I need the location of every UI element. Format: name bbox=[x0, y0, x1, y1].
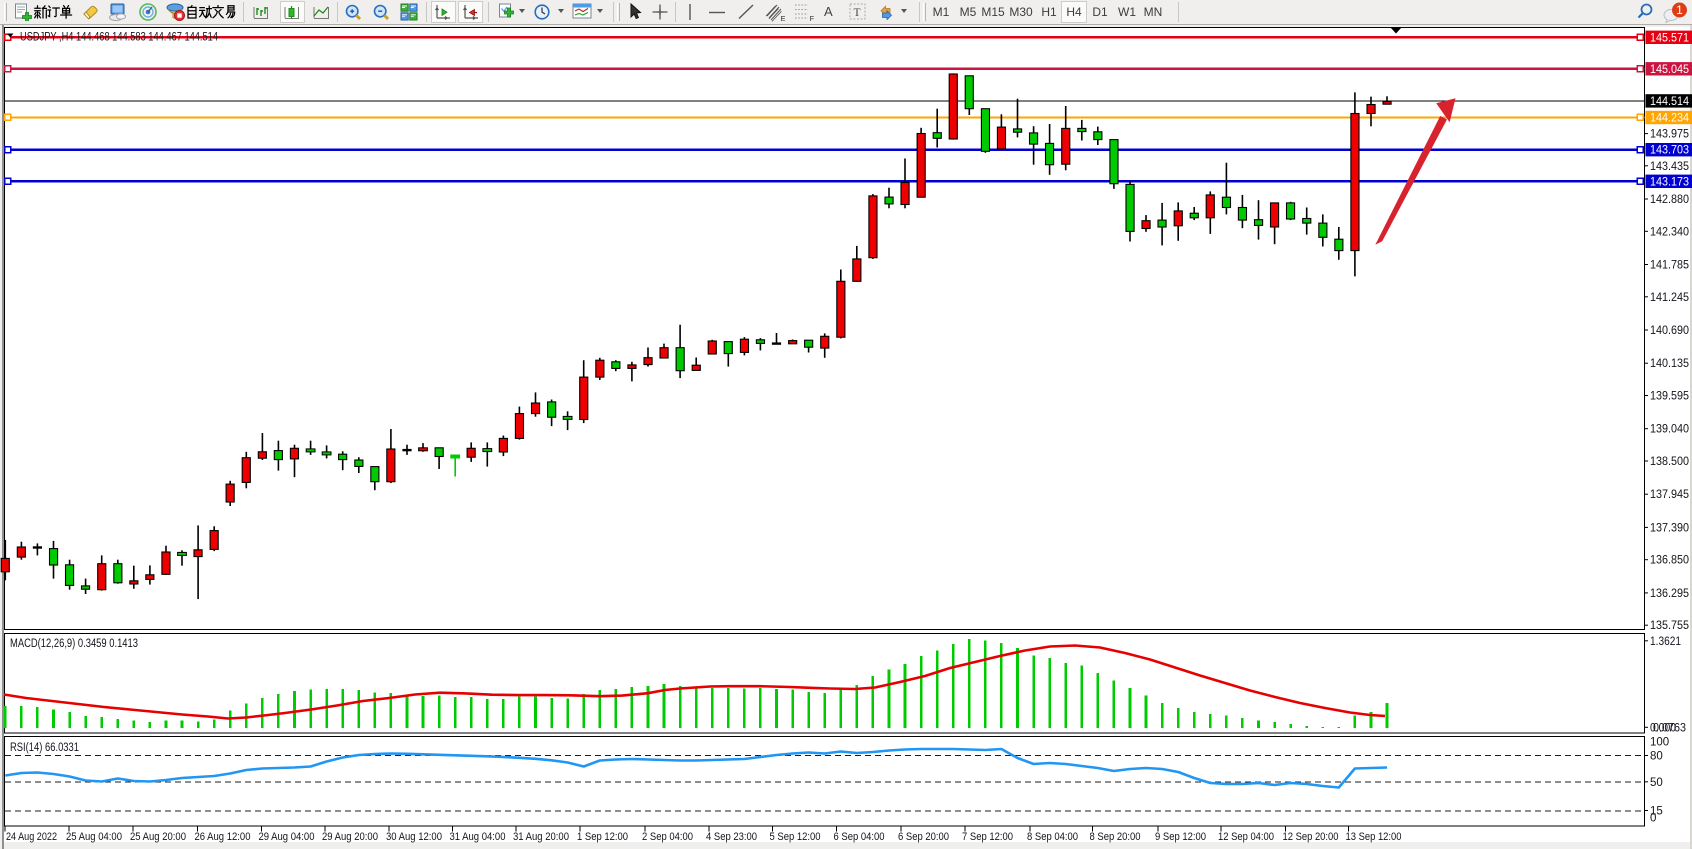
svg-text:6 Sep 20:00: 6 Sep 20:00 bbox=[898, 831, 949, 843]
svg-text:MACD(12,26,9) 0.3459 0.1413: MACD(12,26,9) 0.3459 0.1413 bbox=[10, 638, 138, 650]
svg-text:0.000: 0.000 bbox=[1650, 722, 1676, 734]
svg-text:1.3621: 1.3621 bbox=[1650, 636, 1681, 648]
svg-text:139.595: 139.595 bbox=[1650, 391, 1689, 403]
svg-text:135.755: 135.755 bbox=[1650, 620, 1689, 632]
svg-text:80: 80 bbox=[1650, 751, 1663, 763]
svg-text:31 Aug 04:00: 31 Aug 04:00 bbox=[450, 831, 506, 843]
svg-text:143.975: 143.975 bbox=[1650, 129, 1689, 141]
svg-text:13 Sep 12:00: 13 Sep 12:00 bbox=[1346, 831, 1402, 843]
svg-text:136.850: 136.850 bbox=[1650, 555, 1689, 567]
svg-text:9 Sep 12:00: 9 Sep 12:00 bbox=[1155, 831, 1206, 843]
svg-text:2 Sep 04:00: 2 Sep 04:00 bbox=[642, 831, 693, 843]
svg-text:6 Sep 04:00: 6 Sep 04:00 bbox=[834, 831, 885, 843]
svg-text:29 Aug 20:00: 29 Aug 20:00 bbox=[322, 831, 378, 843]
svg-text:15: 15 bbox=[1650, 806, 1663, 818]
svg-text:T: T bbox=[854, 7, 861, 19]
svg-text:143.703: 143.703 bbox=[1650, 145, 1689, 157]
svg-text:RSI(14) 66.0331: RSI(14) 66.0331 bbox=[10, 742, 79, 754]
svg-text:137.390: 137.390 bbox=[1650, 522, 1689, 534]
svg-text:0.0763: 0.0763 bbox=[1653, 722, 1686, 734]
svg-text:141.785: 141.785 bbox=[1650, 260, 1689, 272]
svg-text:1 Sep 12:00: 1 Sep 12:00 bbox=[577, 831, 628, 843]
svg-text:5 Sep 12:00: 5 Sep 12:00 bbox=[770, 831, 821, 843]
svg-text:24 Aug 2022: 24 Aug 2022 bbox=[6, 831, 57, 843]
svg-text:12 Sep 04:00: 12 Sep 04:00 bbox=[1218, 831, 1274, 843]
svg-text:143.173: 143.173 bbox=[1650, 176, 1689, 188]
svg-text:7 Sep 12:00: 7 Sep 12:00 bbox=[962, 831, 1013, 843]
svg-text:140.135: 140.135 bbox=[1650, 358, 1689, 370]
svg-text:31 Aug 20:00: 31 Aug 20:00 bbox=[513, 831, 569, 843]
svg-text:29 Aug 04:00: 29 Aug 04:00 bbox=[259, 831, 315, 843]
svg-text:144.234: 144.234 bbox=[1650, 113, 1690, 125]
svg-text:142.880: 142.880 bbox=[1650, 194, 1689, 206]
svg-text:25 Aug 20:00: 25 Aug 20:00 bbox=[130, 831, 186, 843]
svg-text:50: 50 bbox=[1650, 777, 1663, 789]
svg-text:100: 100 bbox=[1650, 737, 1669, 749]
svg-text:138.500: 138.500 bbox=[1650, 456, 1689, 468]
svg-text:0: 0 bbox=[1650, 813, 1656, 825]
svg-text:26 Aug 12:00: 26 Aug 12:00 bbox=[195, 831, 251, 843]
svg-text:145.045: 145.045 bbox=[1650, 64, 1689, 76]
svg-text:USDJPY ,H4 144.468 144.583 14: USDJPY ,H4 144.468 144.583 144.467 144.5… bbox=[20, 32, 218, 44]
svg-text:144.514: 144.514 bbox=[1650, 96, 1690, 108]
svg-text:141.245: 141.245 bbox=[1650, 292, 1689, 304]
svg-text:8 Sep 04:00: 8 Sep 04:00 bbox=[1027, 831, 1078, 843]
svg-text:12 Sep 20:00: 12 Sep 20:00 bbox=[1283, 831, 1339, 843]
svg-text:E: E bbox=[781, 14, 786, 22]
svg-text:F: F bbox=[810, 14, 815, 22]
svg-text:142.340: 142.340 bbox=[1650, 226, 1689, 238]
svg-text:136.295: 136.295 bbox=[1650, 588, 1689, 600]
svg-text:137.945: 137.945 bbox=[1650, 489, 1689, 501]
svg-text:8 Sep 20:00: 8 Sep 20:00 bbox=[1090, 831, 1141, 843]
svg-text:145.571: 145.571 bbox=[1650, 32, 1689, 44]
svg-text:30 Aug 12:00: 30 Aug 12:00 bbox=[386, 831, 442, 843]
svg-text:4 Sep 23:00: 4 Sep 23:00 bbox=[706, 831, 757, 843]
svg-text:1: 1 bbox=[1676, 3, 1683, 17]
svg-text:139.040: 139.040 bbox=[1650, 424, 1689, 436]
svg-text:143.435: 143.435 bbox=[1650, 161, 1689, 173]
svg-text:140.690: 140.690 bbox=[1650, 325, 1689, 337]
svg-text:25 Aug 04:00: 25 Aug 04:00 bbox=[66, 831, 122, 843]
